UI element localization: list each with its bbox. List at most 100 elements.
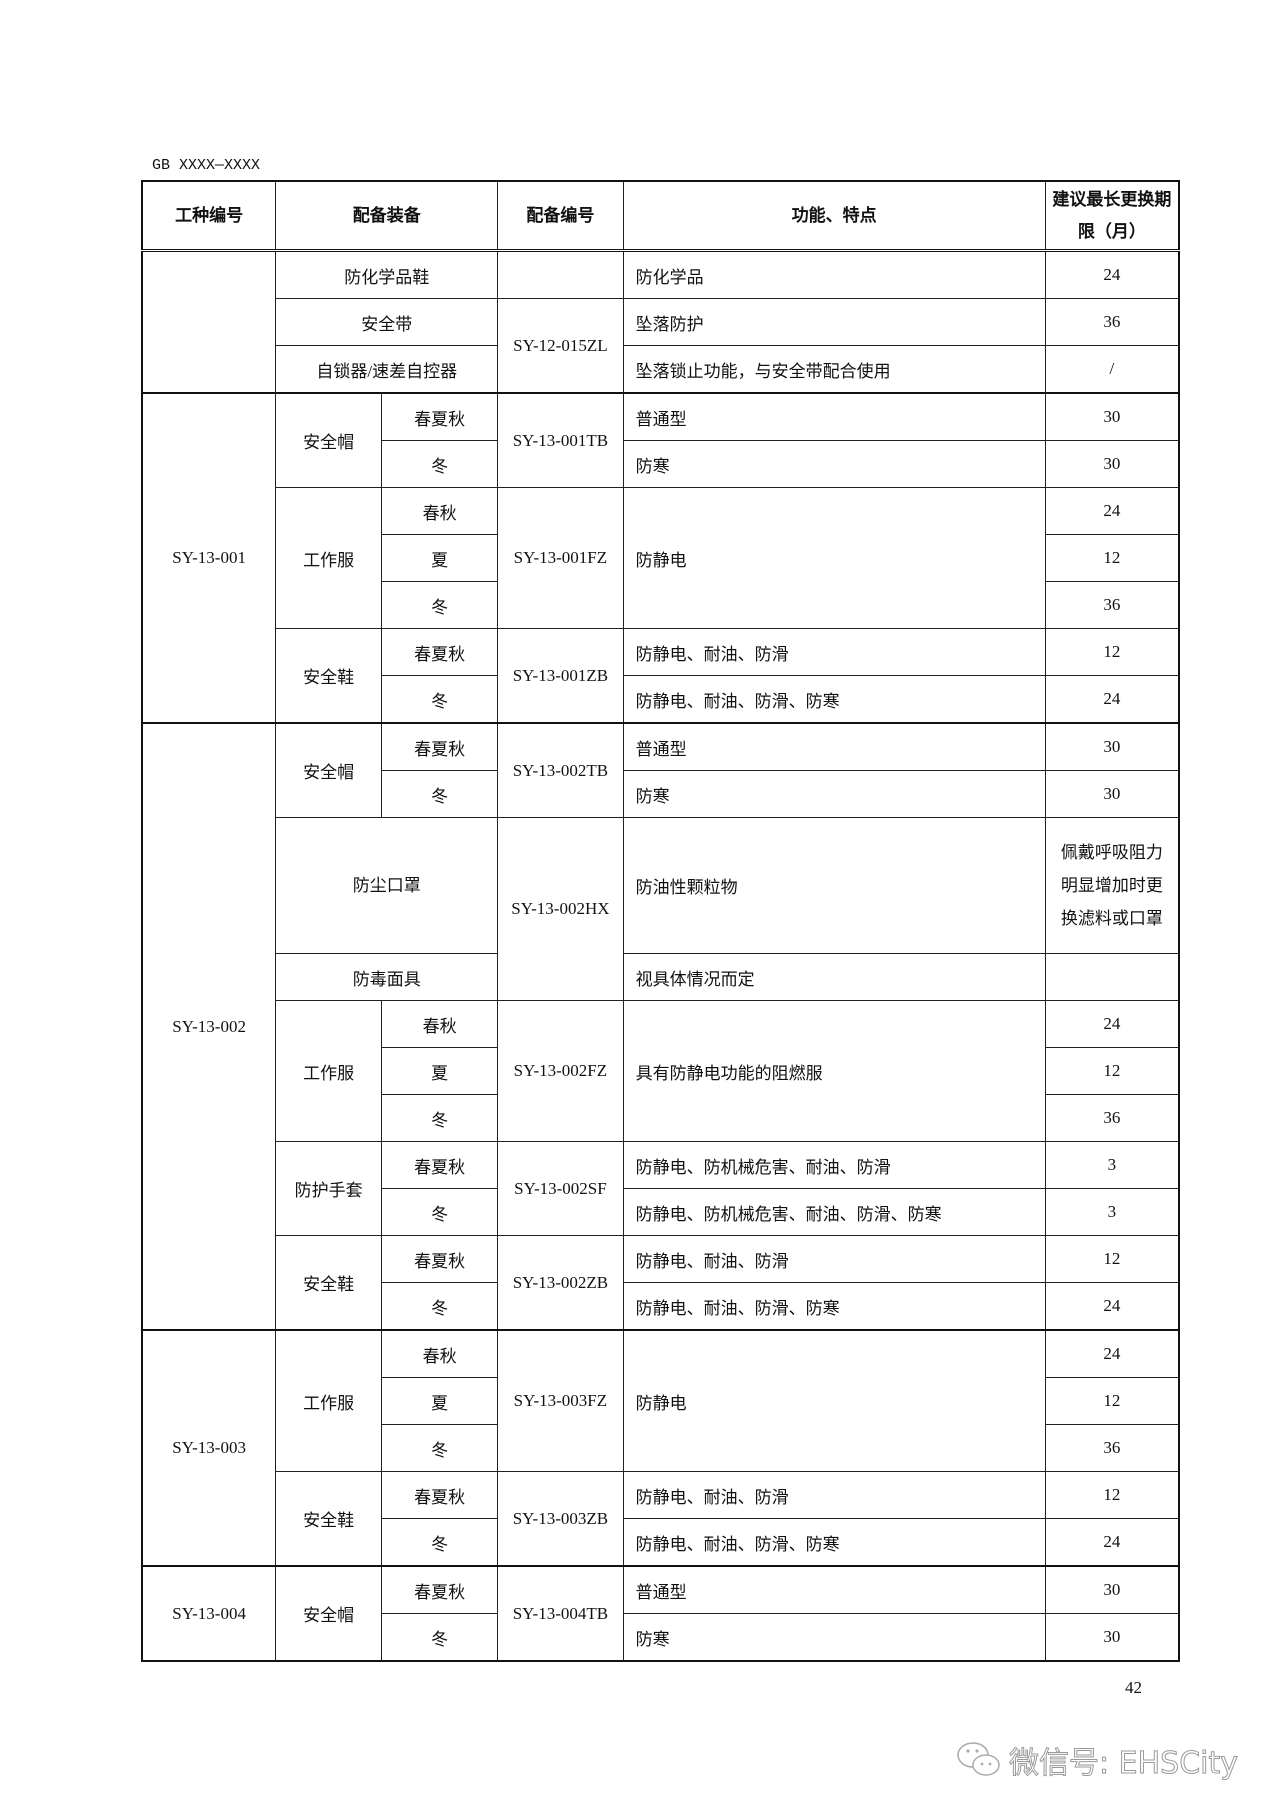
equipment: 防化学品鞋 xyxy=(275,250,499,299)
job-code: SY-13-004 xyxy=(141,1565,277,1662)
period: 30 xyxy=(1044,440,1180,488)
period: 36 xyxy=(1044,298,1180,346)
period: 3 xyxy=(1044,1141,1180,1189)
season: 冬 xyxy=(381,1282,499,1331)
period: 12 xyxy=(1044,1235,1180,1283)
equipment: 安全鞋 xyxy=(275,1471,383,1567)
group-3: SY-13-003 工作服 春秋 SY-13-003FZ 防静电 24 夏 12 冬 36 安… xyxy=(141,1329,1180,1567)
table-row: SY-13-002 安全帽 春夏秋 SY-13-002TB 普通型 30 xyxy=(141,722,1180,1331)
equipment: 防护手套 xyxy=(275,1141,383,1236)
table-row: SY-13-004 安全帽 春夏秋 SY-13-004TB 普通型 30 xyxy=(141,1565,1180,1662)
table-row: 自锁器/速差自控器 坠落锁止功能，与安全带配合使用 / xyxy=(142,345,1180,394)
col-header-code: 配备编号 xyxy=(497,180,624,251)
season: 春夏秋 xyxy=(381,1141,499,1189)
function: 防静电、耐油、防滑 xyxy=(622,1471,1046,1519)
equipment-code: SY-13-001ZB xyxy=(497,628,624,724)
season: 冬 xyxy=(381,1613,499,1662)
col-header-function: 功能、特点 xyxy=(622,180,1046,251)
period: 12 xyxy=(1044,628,1180,676)
season: 春夏秋 xyxy=(381,722,499,771)
page-number: 42 xyxy=(1125,1678,1142,1697)
function: 防静电 xyxy=(622,487,1046,629)
season: 夏 xyxy=(381,534,499,582)
period: 24 xyxy=(1044,487,1180,535)
season: 夏 xyxy=(381,1047,499,1095)
col-header-job: 工种编号 xyxy=(141,180,277,251)
function: 防寒 xyxy=(622,1613,1046,1662)
table-row: 防化学品鞋 防化学品 24 xyxy=(141,250,1180,394)
period: 24 xyxy=(1044,1329,1180,1378)
season: 冬 xyxy=(381,1094,499,1142)
function: 防静电、防机械危害、耐油、防滑、防寒 xyxy=(622,1188,1046,1236)
period: 24 xyxy=(1044,250,1180,299)
table-row: 冬 防静电、耐油、防滑、防寒 24 xyxy=(142,1518,1180,1567)
table-row: 冬 防寒 30 xyxy=(142,440,1180,488)
equipment-code: SY-13-002SF xyxy=(497,1141,624,1236)
table-row: 冬 36 xyxy=(142,1424,1180,1472)
equipment: 安全带 xyxy=(275,298,499,346)
function: 防静电 xyxy=(622,1329,1046,1472)
table-row: 冬 防寒 30 xyxy=(142,770,1180,818)
equipment: 工作服 xyxy=(275,487,383,629)
table-row: 工作服 春秋 SY-13-002FZ 具有防静电功能的阻燃服 24 xyxy=(142,1000,1180,1142)
equipment-code: SY-13-003ZB xyxy=(497,1471,624,1567)
period: 12 xyxy=(1044,1047,1180,1095)
function: 防静电、耐油、防滑、防寒 xyxy=(622,1282,1046,1331)
table-row: 冬 防静电、耐油、防滑、防寒 24 xyxy=(142,675,1180,724)
equipment-code: SY-13-003FZ xyxy=(497,1329,624,1472)
equipment: 自锁器/速差自控器 xyxy=(275,345,499,394)
function: 防寒 xyxy=(622,770,1046,818)
table-row: 冬 防寒 30 xyxy=(142,1613,1180,1662)
period: 24 xyxy=(1044,1282,1180,1331)
watermark-text: 微信号: EHSCity xyxy=(1009,1746,1239,1782)
function: 坠落防护 xyxy=(622,298,1046,346)
function: 防油性颗粒物 xyxy=(622,817,1046,954)
table-row: 防尘口罩 SY-13-002HX 防油性颗粒物 佩戴呼吸阻力明显增加时更换滤料或口罩 xyxy=(142,817,1180,1001)
table-row: 冬 36 xyxy=(142,1094,1180,1142)
table-row: SY-13-001 安全帽 春夏秋 SY-13-001TB 普通型 30 xyxy=(141,392,1180,724)
job-code: SY-13-002 xyxy=(141,722,277,1331)
job-code: SY-13-001 xyxy=(141,392,277,724)
equipment: 防毒面具 xyxy=(275,953,499,1001)
equipment-code: SY-13-004TB xyxy=(497,1565,624,1662)
table-row: 夏 12 xyxy=(142,534,1180,582)
table-row: 防毒面具 视具体情况而定 xyxy=(142,953,1180,1001)
table-header: 工种编号 配备装备 配备编号 功能、特点 建议最长更换期限（月） xyxy=(141,180,1180,251)
equipment: 安全鞋 xyxy=(275,628,383,724)
function: 防静电、耐油、防滑、防寒 xyxy=(622,675,1046,724)
equipment-code: SY-13-002FZ xyxy=(497,1000,624,1142)
table-row: SY-13-003 工作服 春秋 SY-13-003FZ 防静电 24 xyxy=(141,1329,1180,1567)
period: 36 xyxy=(1044,581,1180,629)
table-row: 夏 12 xyxy=(142,1047,1180,1095)
period: 24 xyxy=(1044,1000,1180,1048)
function: 普通型 xyxy=(622,392,1046,441)
season: 春夏秋 xyxy=(381,1235,499,1283)
function: 防寒 xyxy=(622,440,1046,488)
period: 30 xyxy=(1044,770,1180,818)
table-row: 安全鞋 春夏秋 SY-13-001ZB 防静电、耐油、防滑 12 xyxy=(142,628,1180,724)
period: 3 xyxy=(1044,1188,1180,1236)
season: 夏 xyxy=(381,1377,499,1425)
season: 冬 xyxy=(381,1188,499,1236)
season: 春秋 xyxy=(381,1329,499,1378)
equipment-table: 工种编号 配备装备 配备编号 功能、特点 建议最长更换期限（月） 防化学品鞋 防化… xyxy=(141,180,1180,1662)
period: 12 xyxy=(1044,1471,1180,1519)
equipment-code: SY-13-001TB xyxy=(497,392,624,488)
season: 冬 xyxy=(381,581,499,629)
season: 春夏秋 xyxy=(381,1471,499,1519)
table-row: 工作服 春秋 SY-13-001FZ 防静电 24 xyxy=(142,487,1180,629)
period: 30 xyxy=(1044,1565,1180,1614)
period: 12 xyxy=(1044,1377,1180,1425)
col-header-period: 建议最长更换期限（月） xyxy=(1044,180,1180,251)
group-2: SY-13-002 安全帽 春夏秋 SY-13-002TB 普通型 30 冬防寒 30 防尘… xyxy=(141,722,1180,1331)
period: 24 xyxy=(1044,675,1180,724)
function: 防静电、耐油、防滑 xyxy=(622,628,1046,676)
function: 普通型 xyxy=(622,722,1046,771)
equipment-code: SY-13-002ZB xyxy=(497,1235,624,1331)
equipment: 安全帽 xyxy=(275,1565,383,1662)
equipment: 工作服 xyxy=(275,1000,383,1142)
period: 佩戴呼吸阻力明显增加时更换滤料或口罩 xyxy=(1044,817,1180,954)
function: 防化学品 xyxy=(622,250,1046,299)
col-header-equipment: 配备装备 xyxy=(275,180,499,251)
period: 12 xyxy=(1044,534,1180,582)
